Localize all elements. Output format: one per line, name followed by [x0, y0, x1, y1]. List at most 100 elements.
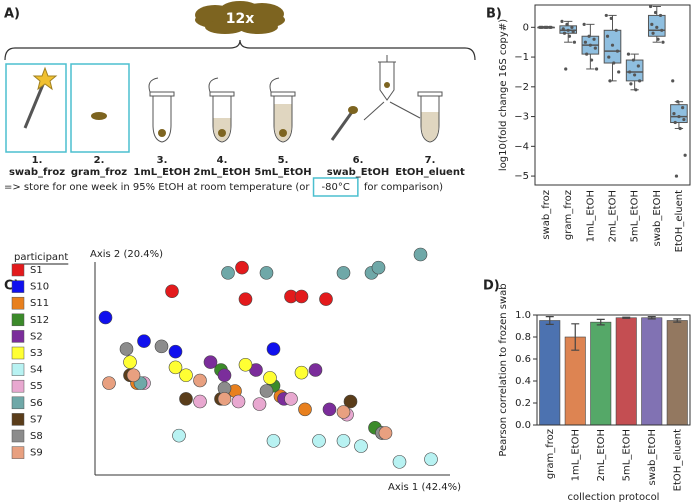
plot-frame — [534, 4, 691, 186]
point — [681, 106, 685, 110]
legend-label: S6 — [30, 398, 43, 409]
point — [653, 10, 658, 15]
x-tick-label: 2mL_EtOH — [608, 190, 619, 242]
step-name: EtOH_eluent — [395, 167, 465, 178]
point — [633, 73, 637, 77]
point — [671, 79, 675, 83]
x-tick-label: 2mL_EtOH — [596, 429, 607, 481]
note-end: for comparison) — [364, 182, 443, 193]
point — [614, 28, 618, 32]
x-tick-label: EtOH_eluent — [672, 429, 683, 491]
point — [674, 174, 679, 178]
point — [677, 114, 681, 119]
point — [343, 394, 358, 409]
bar — [666, 320, 688, 426]
point — [378, 426, 393, 440]
point — [172, 428, 186, 443]
point — [589, 58, 594, 62]
point — [648, 4, 653, 9]
legend-swatch — [11, 296, 25, 310]
point — [168, 344, 183, 359]
point — [592, 37, 596, 41]
y-tick-label: −2 — [514, 82, 529, 93]
point — [238, 292, 253, 306]
point — [179, 368, 193, 383]
legend-swatch — [11, 363, 25, 376]
legend-swatch — [11, 280, 25, 293]
legend-swatch — [11, 413, 25, 426]
point — [319, 292, 333, 306]
point — [561, 27, 565, 31]
point — [238, 357, 253, 372]
legend-title: participant — [14, 252, 68, 263]
step-number: 5. — [278, 155, 289, 166]
point — [634, 88, 638, 92]
point — [565, 22, 569, 26]
legend-swatch — [11, 263, 25, 277]
bar — [590, 321, 612, 426]
point — [655, 25, 659, 29]
step-name: 1mL_EtOH — [133, 167, 190, 178]
legend-label: S9 — [30, 448, 43, 459]
point — [322, 402, 337, 417]
point — [587, 34, 591, 38]
legend-swatch — [11, 379, 25, 393]
point — [119, 342, 134, 356]
brace — [4, 39, 476, 61]
point — [294, 289, 309, 304]
point — [683, 153, 687, 157]
point — [217, 368, 232, 383]
legend-label: S4 — [30, 365, 43, 376]
legend-swatch — [11, 346, 25, 360]
note: => store for one week in 95% EtOH at roo… — [4, 182, 310, 193]
point — [193, 373, 207, 388]
step-name: swab_EtOH — [327, 167, 390, 178]
point — [312, 434, 326, 448]
point — [610, 43, 615, 47]
point — [567, 34, 572, 38]
legend-swatch — [11, 429, 25, 443]
step-number: 4. — [217, 155, 228, 166]
point — [615, 49, 620, 53]
x-tick-label: 1mL_EtOH — [570, 429, 581, 481]
y-axis-label: log10(fold change 16S copy#) — [498, 19, 509, 171]
x-axis-label: Axis 1 (42.4%) — [388, 482, 461, 493]
point — [673, 120, 677, 125]
y-tick-label: 0.2 — [515, 398, 531, 409]
error-bar — [596, 318, 605, 326]
plot-frame — [536, 314, 691, 426]
point — [588, 43, 592, 47]
legend-label: S1 — [30, 265, 43, 276]
point — [168, 360, 183, 375]
panel-label: A) — [4, 7, 20, 22]
point — [660, 28, 664, 32]
point — [179, 392, 193, 406]
point — [658, 13, 663, 18]
point — [294, 365, 309, 380]
point — [235, 260, 249, 275]
legend-label: S7 — [30, 414, 43, 425]
point — [604, 13, 608, 18]
step-name: gram_froz — [71, 167, 127, 178]
error-bar — [647, 316, 656, 320]
point — [126, 368, 141, 383]
point — [676, 100, 680, 104]
point — [572, 40, 577, 44]
point — [217, 392, 232, 406]
legend-label: S5 — [30, 381, 43, 392]
error-bar — [571, 323, 580, 351]
x-axis-label: collection protocol — [568, 492, 660, 503]
point — [560, 19, 564, 23]
bar — [615, 317, 637, 426]
x-tick-label: EtOH_eluent — [674, 190, 685, 252]
step-name: 2mL_EtOH — [193, 167, 250, 178]
point — [628, 70, 632, 74]
y-tick-label: −1 — [514, 52, 529, 63]
legend-swatch — [11, 396, 25, 410]
point — [593, 46, 597, 50]
point — [424, 452, 438, 467]
legend-label: S12 — [30, 315, 49, 326]
step-number: 3. — [157, 155, 168, 166]
legend-swatch — [11, 330, 25, 343]
